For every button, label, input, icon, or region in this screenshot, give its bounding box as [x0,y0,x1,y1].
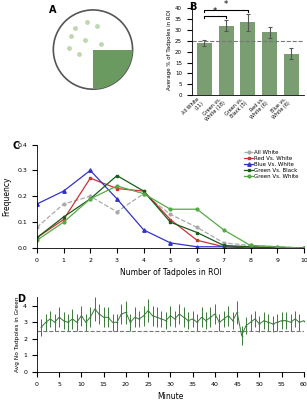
Blue Vs. White [88,168,92,173]
All White [35,225,39,230]
Green Vs. Black [115,173,119,178]
Green Vs. Black [88,196,92,201]
Bar [262,32,277,95]
Y-axis label: Frequency: Frequency [3,176,12,216]
Blue Vs. White [35,202,39,206]
Green Vs. Black [169,220,172,224]
Red Vs. White [35,235,39,240]
Bar [240,22,255,95]
Green Vs. Black [142,189,146,194]
Red Vs. White [62,217,65,222]
X-axis label: Minute: Minute [157,392,184,400]
All White [275,244,279,249]
Green Vs. White [62,220,65,224]
Line: Blue Vs. White: Blue Vs. White [35,169,306,250]
Green Vs. Black [275,246,279,250]
Line: Green Vs. Black: Green Vs. Black [35,174,305,250]
Text: A: A [49,5,56,15]
All White [169,212,172,217]
Y-axis label: Average % of Tadpoles in ROI: Average % of Tadpoles in ROI [167,9,172,90]
Red Vs. White [142,189,146,194]
X-axis label: Number of Tadpoles in ROI: Number of Tadpoles in ROI [119,268,221,277]
Blue Vs. White [115,196,119,201]
Blue Vs. White [275,246,279,250]
Green Vs. Black [222,243,226,248]
Line: Red Vs. White: Red Vs. White [35,177,305,250]
All White [195,225,199,230]
Bar [284,54,299,95]
Red Vs. White [169,217,172,222]
Line: All White: All White [35,192,305,250]
Green Vs. Black [35,235,39,240]
Bar [197,43,212,95]
Green Vs. White [169,207,172,212]
Red Vs. White [222,244,226,249]
Red Vs. White [302,246,306,250]
Y-axis label: Avg No Tadpoles in Green: Avg No Tadpoles in Green [15,297,20,372]
Red Vs. White [249,244,252,249]
Text: D: D [17,294,25,304]
Green Vs. White [115,184,119,188]
Blue Vs. White [222,244,226,249]
Green Vs. Black [195,230,199,235]
Green Vs. White [35,238,39,243]
Green Vs. Black [62,214,65,219]
All White [115,210,119,214]
Blue Vs. White [142,228,146,232]
Green Vs. White [195,207,199,212]
Blue Vs. White [169,240,172,245]
Line: Green Vs. White: Green Vs. White [35,184,305,250]
Text: B: B [189,2,196,12]
Green Vs. White [88,196,92,201]
Blue Vs. White [249,246,252,250]
Green Vs. White [275,244,279,249]
All White [222,240,226,245]
All White [249,243,252,248]
Legend: All White, Red Vs. White, Blue Vs. White, Green Vs. Black, Green Vs. White: All White, Red Vs. White, Blue Vs. White… [242,147,301,181]
All White [142,191,146,196]
Text: *: * [224,0,228,10]
Text: C: C [13,141,20,151]
Red Vs. White [275,246,279,250]
Red Vs. White [88,176,92,180]
Green Vs. White [222,228,226,232]
Circle shape [53,10,133,89]
Bar [93,50,133,89]
Text: *: * [213,7,217,16]
Red Vs. White [195,238,199,243]
Bar [219,26,234,95]
Green Vs. White [249,243,252,248]
Blue Vs. White [302,246,306,250]
Green Vs. White [142,191,146,196]
Red Vs. White [115,186,119,191]
Green Vs. White [302,246,306,250]
All White [302,246,306,250]
All White [62,202,65,206]
Green Vs. Black [249,244,252,249]
Green Vs. Black [302,246,306,250]
All White [88,194,92,199]
Blue Vs. White [195,244,199,249]
Blue Vs. White [62,189,65,194]
